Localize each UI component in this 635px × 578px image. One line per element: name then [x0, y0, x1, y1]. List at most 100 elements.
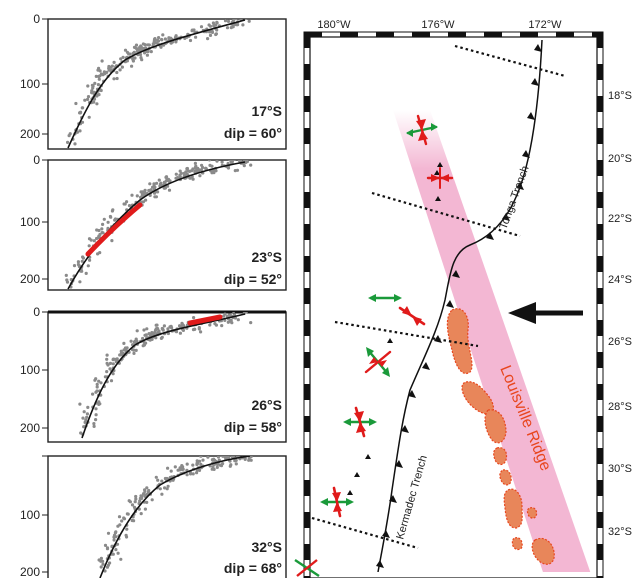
- seismicity-point: [99, 88, 103, 93]
- depth-tick-label: 100: [20, 508, 40, 522]
- seismicity-point: [87, 115, 91, 119]
- seismicity-point: [188, 38, 193, 43]
- profile-latitude: 26°S: [251, 397, 282, 413]
- seismicity-point: [229, 160, 233, 163]
- depth-tick-label: 200: [20, 421, 40, 435]
- volcano-markers: [347, 162, 443, 495]
- seismicity-point: [160, 479, 164, 483]
- seamount: [461, 381, 495, 415]
- profile-panel-2: 0 100 200 23°S dip = 52°: [20, 153, 287, 291]
- seismicity-point: [101, 559, 105, 563]
- seismicity-point: [194, 164, 198, 168]
- seismicity-point: [110, 209, 114, 213]
- seismicity-point: [143, 333, 147, 337]
- seismicity-point: [185, 473, 189, 477]
- seismicity-point: [149, 50, 153, 54]
- seismicity-point: [150, 331, 154, 335]
- seismicity-point: [153, 328, 158, 332]
- profile-panel-3: 0 100 200 26°S dip = 58°: [20, 305, 287, 443]
- seismicity-point: [199, 462, 203, 466]
- seismicity-point: [86, 405, 90, 409]
- seismicity-point: [157, 178, 161, 182]
- seismicity-point: [220, 160, 224, 164]
- seismicity-point: [147, 188, 151, 193]
- seismicity-point: [111, 358, 115, 362]
- seismicity-point: [215, 462, 220, 466]
- seismicity-point: [230, 321, 234, 325]
- profile-dip: dip = 68°: [224, 560, 282, 576]
- seismicity-point: [92, 424, 96, 428]
- depth-tick-label: 0: [33, 12, 40, 26]
- seamount: [531, 537, 555, 565]
- stress-symbol: [426, 167, 454, 189]
- seismicity-point: [152, 182, 156, 186]
- seismicity-point: [132, 50, 136, 54]
- volcano-icon: [437, 162, 443, 167]
- stress-symbol: [320, 486, 354, 518]
- seismicity-point: [169, 469, 173, 473]
- seamounts: [446, 308, 555, 565]
- seismicity-point: [65, 280, 70, 284]
- seismicity-point: [144, 198, 148, 202]
- seismicity-point: [147, 43, 151, 47]
- map-frame: [303, 31, 604, 578]
- seismicity-point: [189, 472, 193, 476]
- seismicity-point: [216, 456, 220, 459]
- trench-tooth: [408, 390, 416, 398]
- seismicity-point: [100, 227, 104, 231]
- seismicity-point: [78, 129, 82, 133]
- seismicity-point: [221, 456, 225, 458]
- seismicity-point: [80, 106, 84, 110]
- seismicity-point: [236, 318, 240, 322]
- seismicity-point: [148, 338, 152, 342]
- depth-tick-label: 100: [20, 77, 40, 91]
- depth-tick-label: 0: [33, 153, 40, 167]
- seismicity-point: [235, 168, 240, 172]
- seismicity-point: [156, 38, 160, 43]
- seismicity-point: [112, 538, 116, 542]
- seamount: [499, 469, 512, 486]
- seismicity-point: [84, 418, 88, 422]
- seismicity-point: [80, 259, 84, 263]
- seismicity-point: [134, 497, 138, 501]
- seismicity-point: [158, 487, 162, 491]
- seismicity-point: [110, 239, 114, 243]
- seismicity-point: [153, 185, 157, 189]
- seismicity-point: [113, 217, 118, 221]
- seismicity-point: [196, 168, 200, 173]
- stress-symbols: [320, 114, 454, 518]
- seismicity-point: [192, 28, 196, 32]
- seismicity-point: [165, 476, 169, 481]
- seismicity-point: [210, 171, 214, 175]
- trench-tooth: [434, 335, 442, 343]
- seismicity-point: [193, 170, 197, 174]
- seismicity-point: [229, 26, 233, 30]
- seismicity-point: [154, 475, 158, 479]
- slab-profile-line: [99, 456, 251, 578]
- seismicity-point: [91, 86, 95, 90]
- seismicity-point: [199, 330, 203, 334]
- seismicity-point: [249, 458, 253, 462]
- seismicity-point: [83, 420, 87, 424]
- seismicity-point: [141, 42, 145, 46]
- stress-symbol: [343, 406, 377, 438]
- seismicity-point: [243, 457, 247, 461]
- latitude-label: 20°S: [608, 153, 632, 165]
- seismicity-point: [135, 329, 139, 333]
- seismicity-point: [135, 194, 139, 198]
- seismicity-point: [99, 565, 103, 569]
- seismicity-point: [199, 456, 203, 458]
- seismicity-point: [76, 260, 80, 264]
- seismicity-point: [191, 328, 196, 332]
- seismicity-point: [105, 370, 109, 374]
- seismicity-point: [142, 343, 146, 347]
- seismicity-point: [195, 471, 199, 475]
- seismicity-point: [86, 264, 90, 268]
- trench-tooth: [376, 560, 384, 568]
- seismicity-point: [155, 181, 159, 185]
- seismicity-point: [233, 13, 236, 16]
- seismicity-point: [112, 60, 116, 64]
- seismicity-point: [147, 490, 151, 494]
- seismicity-point: [162, 324, 166, 328]
- seismicity-point: [160, 326, 164, 331]
